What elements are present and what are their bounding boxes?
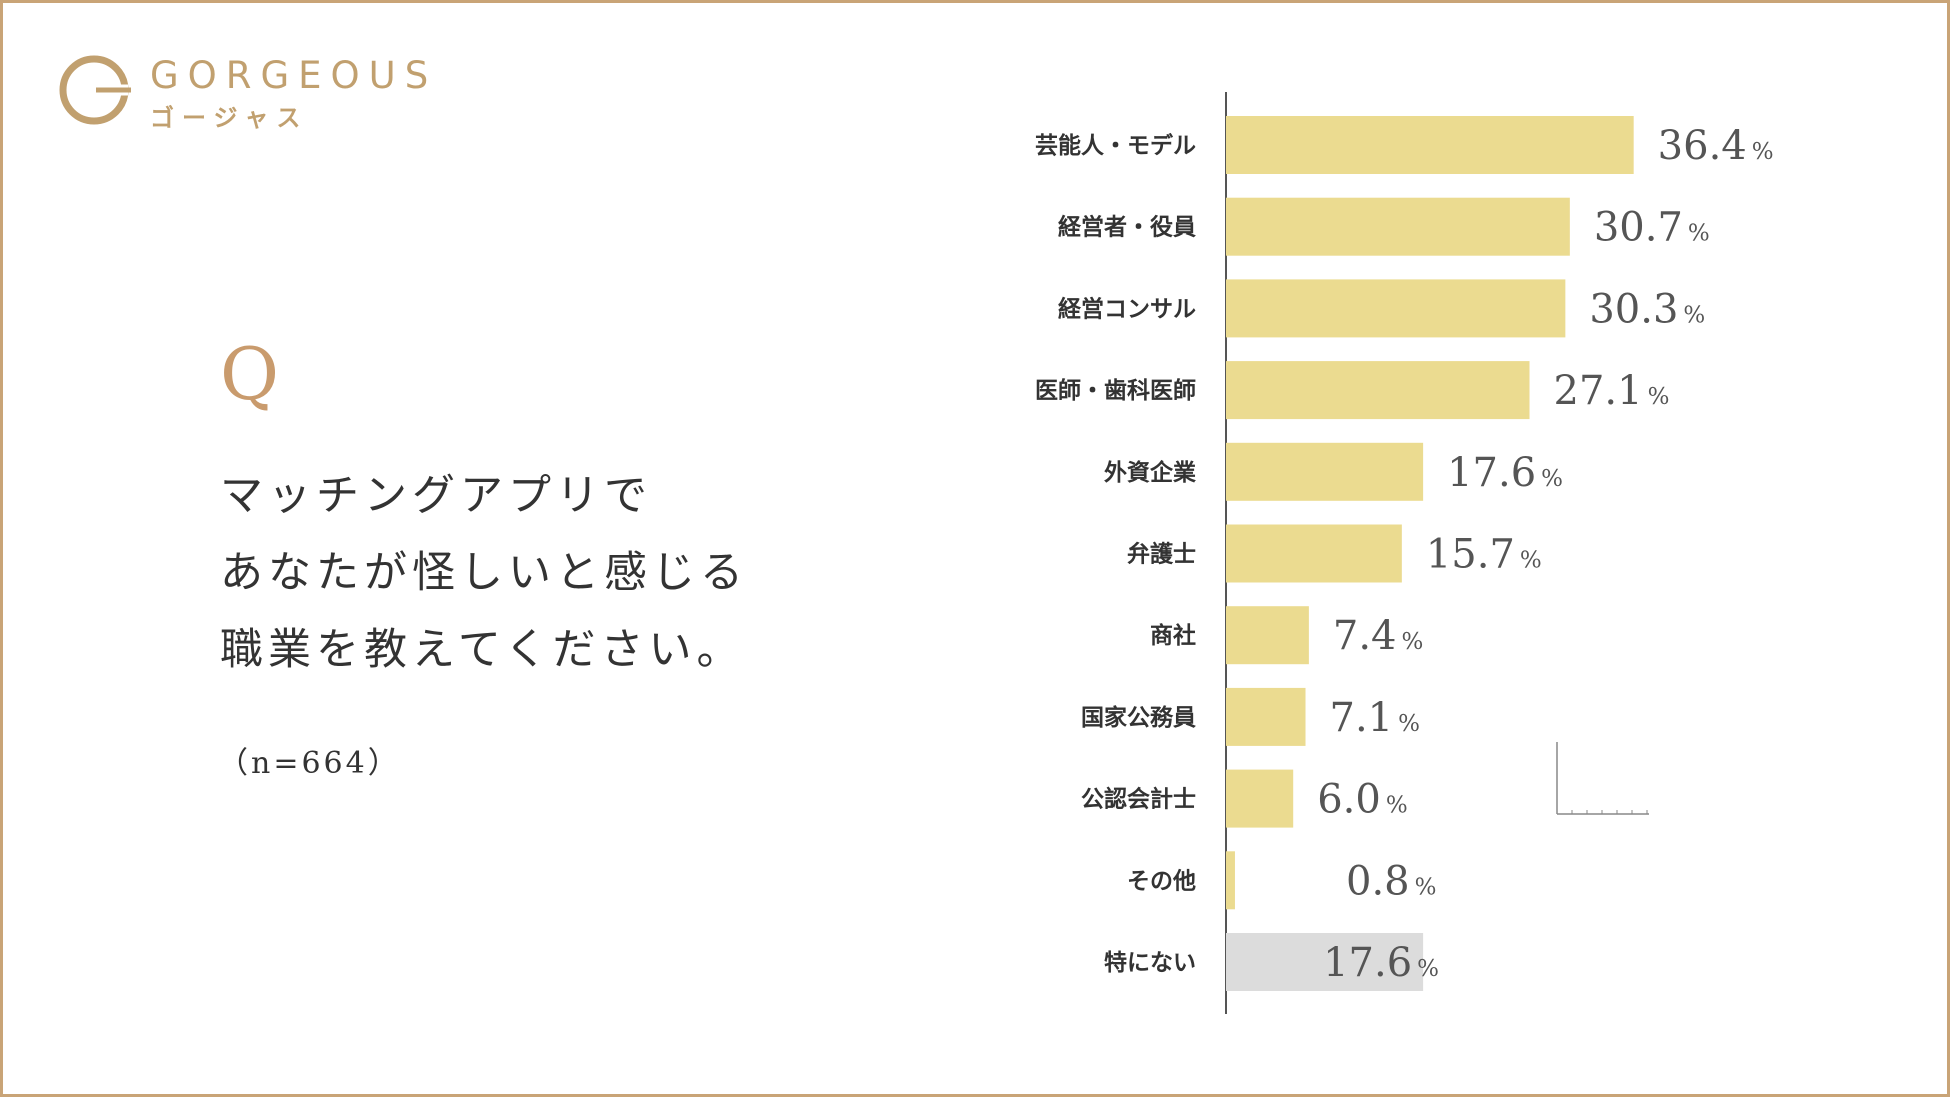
chart-bar [1226,442,1424,501]
category-label: 芸能人・モデル [1035,132,1196,159]
value-number: 15.7 [1426,532,1515,578]
value-unit: % [1402,629,1424,655]
category-label: 公認会計士 [1081,786,1196,813]
brand-name-ja: ゴージャス [150,104,309,132]
chart-bar [1226,116,1634,174]
chart-bar [1226,606,1309,665]
value-number: 30.3 [1589,286,1678,332]
value-number: 0.8 [1346,858,1410,904]
chart-bar [1226,769,1294,828]
value-label: 30.3% [1589,286,1705,332]
value-label: 36.4% [1658,123,1774,169]
value-unit: % [1415,874,1437,900]
category-label: 医師・歯科医師 [1035,377,1196,404]
value-unit: % [1417,956,1439,982]
value-unit: % [1386,793,1408,819]
category-label: 弁護士 [1127,541,1196,568]
question-text: マッチングアプリで あなたが怪しいと感じる 職業を教えてください。 [220,458,748,689]
value-number: 6.0 [1317,777,1381,823]
value-number: 7.1 [1330,695,1394,741]
value-label: 0.8% [1346,858,1436,904]
value-label: 6.0% [1317,777,1407,823]
value-number: 7.4 [1333,613,1397,659]
g-circle-logo-icon [59,55,131,125]
category-label: 経営者・役員 [1058,214,1196,241]
chart-bar [1226,687,1306,746]
value-unit: % [1752,139,1774,165]
sample-size: （n=664） [218,746,401,781]
category-label: その他 [1127,868,1196,894]
value-number: 36.4 [1658,123,1747,169]
value-number: 27.1 [1554,368,1643,414]
value-label: 17.6% [1323,940,1439,986]
category-label: 国家公務員 [1081,704,1196,731]
brand-name-en: GORGEOUS [150,54,438,97]
value-number: 17.6 [1447,450,1536,496]
value-number: 30.7 [1594,205,1683,251]
value-unit: % [1648,384,1670,410]
value-label: 7.1% [1330,695,1420,741]
chart-bar [1226,933,1424,991]
value-unit: % [1688,221,1710,247]
chart-bar [1226,524,1402,583]
value-unit: % [1398,711,1420,737]
question-line: マッチングアプリで [220,471,652,521]
value-number: 17.6 [1323,940,1412,986]
value-unit: % [1520,548,1542,574]
chart-bar [1226,279,1566,338]
value-label: 30.7% [1594,205,1710,251]
question-line: 職業を教えてください。 [220,625,745,675]
question-line: あなたが怪しいと感じる [220,548,748,598]
chart-bar [1226,197,1570,256]
chart-bar [1226,851,1235,910]
value-unit: % [1541,466,1563,492]
question-mark-letter: Q [220,332,280,416]
value-unit: % [1683,302,1705,328]
category-label: 経営コンサル [1058,295,1196,322]
value-label: 7.4% [1333,613,1423,659]
chart-bar [1226,361,1530,420]
category-label: 商社 [1150,622,1196,649]
category-label: 外資企業 [1104,459,1197,486]
value-label: 17.6% [1447,450,1563,496]
category-label: 特にない [1104,950,1196,976]
value-label: 27.1% [1554,368,1670,414]
value-label: 15.7% [1426,532,1542,578]
